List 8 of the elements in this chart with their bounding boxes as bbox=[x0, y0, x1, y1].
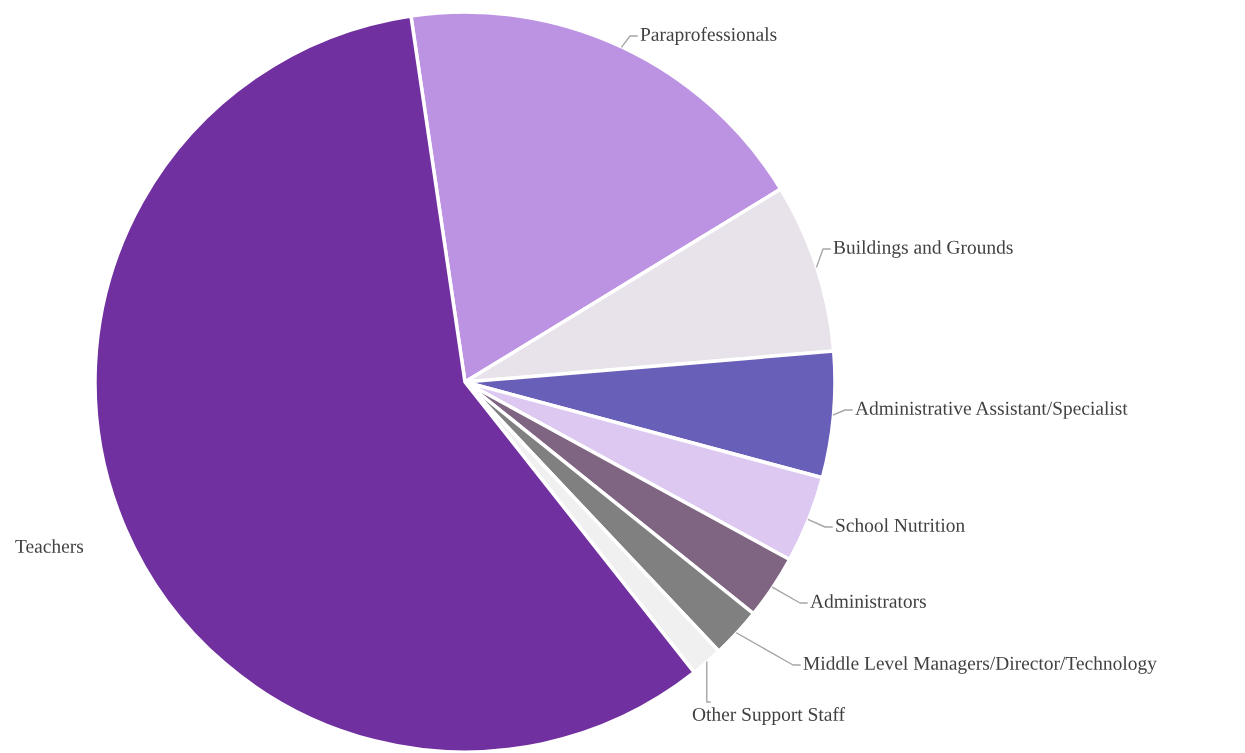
slice-label: Other Support Staff bbox=[692, 707, 846, 725]
slice-label: School Nutrition bbox=[836, 518, 965, 532]
slice-label: Administrators bbox=[810, 594, 926, 608]
slice-label: Buildings and Grounds bbox=[833, 240, 1013, 258]
slice-label: Teachers bbox=[15, 539, 84, 553]
slice-label: Paraprofessionals bbox=[640, 27, 777, 45]
slice-label: Administrative Assistant/Specialist bbox=[855, 401, 1128, 419]
slice-label: Middle Level Managers/Director/Technology bbox=[803, 656, 1157, 674]
